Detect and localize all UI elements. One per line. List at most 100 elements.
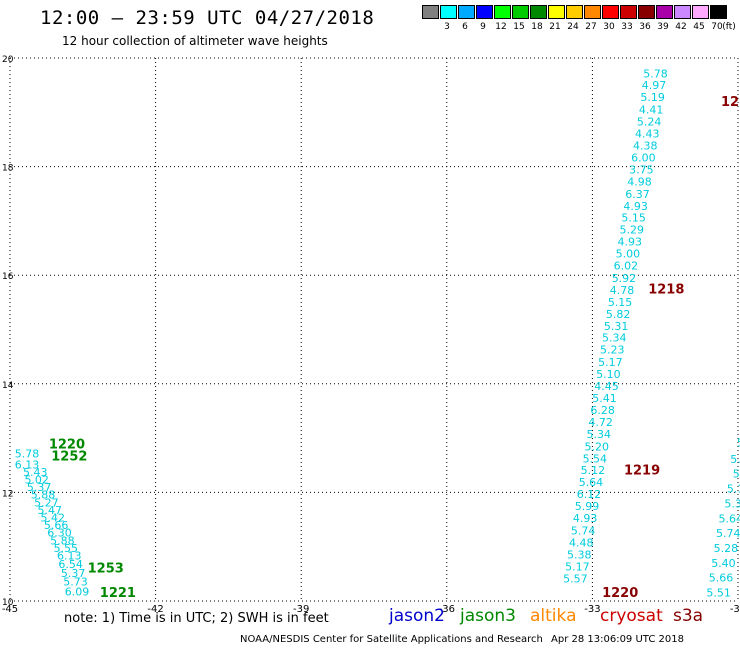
footer-credit: NOAA/NESDIS Center for Satellite Applica… (240, 634, 543, 645)
wave-height-value: 5.34 (602, 332, 627, 345)
wave-height-value: 5. (733, 467, 740, 480)
wave-height-value: 4.41 (639, 104, 664, 117)
satellite-s3a: s3a (673, 606, 704, 626)
wave-height-value: 4.45 (594, 380, 619, 393)
time-label: 1253 (88, 561, 124, 576)
legend-swatch (602, 5, 619, 19)
legend-label: 27 (585, 22, 597, 32)
wave-height-value: 5.42 (40, 511, 65, 524)
legend-label: 70 (711, 22, 723, 32)
legend-label: 12 (495, 22, 507, 32)
wave-height-value: 5.38 (567, 548, 592, 561)
wave-height-value: 5.40 (711, 557, 736, 570)
wave-height-value: 6.02 (614, 260, 639, 273)
wave-height-value: 5.15 (621, 212, 646, 225)
wave-height-value: 5.78 (15, 447, 40, 460)
wave-height-value: 6.37 (625, 188, 650, 201)
time-label: 1220 (49, 438, 85, 453)
footer-note: note: 1) Time is in UTC; 2) SWH is in fe… (64, 611, 329, 626)
y-tick-label: 20 (2, 55, 14, 65)
legend-label: 6 (462, 22, 468, 32)
legend-swatch (548, 5, 565, 19)
time-label: 1252 (51, 450, 87, 465)
wave-height-value: 6.00 (631, 151, 656, 164)
time-label: 1218 (648, 282, 684, 297)
page-title: 12:00 – 23:59 UTC 04/27/2018 (40, 7, 375, 29)
wave-height-value: 5.10 (596, 368, 621, 381)
wave-height-value: 5.31 (604, 320, 629, 333)
wave-height-value: 5.66 (709, 572, 734, 585)
time-label: 1217 (721, 95, 740, 110)
wave-height-value: 5.17 (598, 356, 623, 369)
time-label: 1220 (602, 586, 638, 601)
legend-label: 30 (603, 22, 615, 32)
satellite-jason3: jason3 (460, 606, 516, 626)
y-tick-label: 12 (2, 489, 13, 499)
wave-height-value: 5.66 (44, 519, 69, 532)
wave-height-value: 5.57 (563, 572, 588, 585)
legend-swatch (422, 5, 439, 19)
legend-label: 45 (693, 22, 705, 32)
wave-height-value: 5.27 (34, 496, 59, 509)
wave-height-value: 5.02 (24, 473, 49, 486)
legend-label: 39 (657, 22, 669, 32)
wave-height-value: 4.93 (623, 200, 648, 213)
wave-height-value: 5.74 (716, 527, 740, 540)
x-tick-label: -30 (730, 604, 740, 615)
y-tick-label: 10 (2, 598, 14, 608)
wave-height-value: 5.74 (571, 524, 596, 537)
wave-height-value: 5.37 (27, 481, 52, 494)
legend-swatch (566, 5, 583, 19)
wave-height-value: 5.88 (50, 534, 75, 547)
wave-height-value: 5.17 (565, 560, 590, 573)
wave-height-value: 5.64 (579, 476, 604, 489)
wave-height-value: 4.72 (588, 416, 613, 429)
wave-height-value: 5.41 (592, 392, 617, 405)
wave-height-value: 5.1 (727, 483, 740, 496)
wave-height-value: 6.13 (57, 549, 82, 562)
wave-height-value: 5.24 (637, 116, 662, 129)
wave-height-value: 6.13 (15, 458, 40, 471)
footer-timestamp: Apr 28 13:06:09 UTC 2018 (551, 634, 684, 645)
legend-label: 18 (531, 22, 543, 32)
wave-height-value: 6.09 (65, 585, 90, 598)
legend-label: 21 (549, 22, 561, 32)
wave-height-value: 5.34 (586, 428, 611, 441)
legend-unit: (ft) (722, 22, 736, 32)
wave-height-value: 5.19 (640, 91, 665, 104)
x-tick-label: -45 (2, 604, 18, 615)
satellite-altika: altika (530, 606, 577, 626)
wave-height-value: 5.64 (718, 513, 740, 526)
wave-height-value: 6.12 (577, 488, 602, 501)
legend-swatch (638, 5, 655, 19)
wave-height-value: 5.78 (643, 67, 668, 80)
wave-height-value: 5.47 (38, 504, 63, 517)
legend-swatch (656, 5, 673, 19)
wave-height-value: 3.75 (629, 163, 654, 176)
wave-height-value: 5.15 (608, 296, 633, 309)
wave-height-value: 5.28 (714, 542, 739, 555)
legend-label: 42 (675, 22, 687, 32)
legend-swatch (458, 5, 475, 19)
wave-height-value: 6.30 (47, 527, 72, 540)
legend-swatch (440, 5, 457, 19)
wave-height-value: 5.73 (63, 576, 88, 589)
wave-height-value: 5.43 (23, 466, 48, 479)
wave-height-value: 6.28 (590, 404, 615, 417)
legend-swatch (692, 5, 709, 19)
color-scale-legend: 3 6 9 12 15 18 21 24 27 30 33 36 39 42 45 70 (ft) (422, 5, 736, 35)
wave-height-value: 5.92 (612, 272, 637, 285)
wave-height-value: 4.48 (569, 536, 594, 549)
wave-height-value: 4.43 (635, 128, 660, 141)
legend-swatch (530, 5, 547, 19)
x-tick-label: -36 (439, 604, 455, 615)
wave-height-value: 5.29 (619, 224, 644, 237)
time-label: 1219 (624, 464, 660, 479)
wave-height-value: 6.54 (58, 558, 83, 571)
legend-label: 36 (639, 22, 651, 32)
satellite-cryosat: cryosat (600, 606, 663, 626)
legend-swatch (674, 5, 691, 19)
wave-height-value: 5.54 (583, 452, 608, 465)
